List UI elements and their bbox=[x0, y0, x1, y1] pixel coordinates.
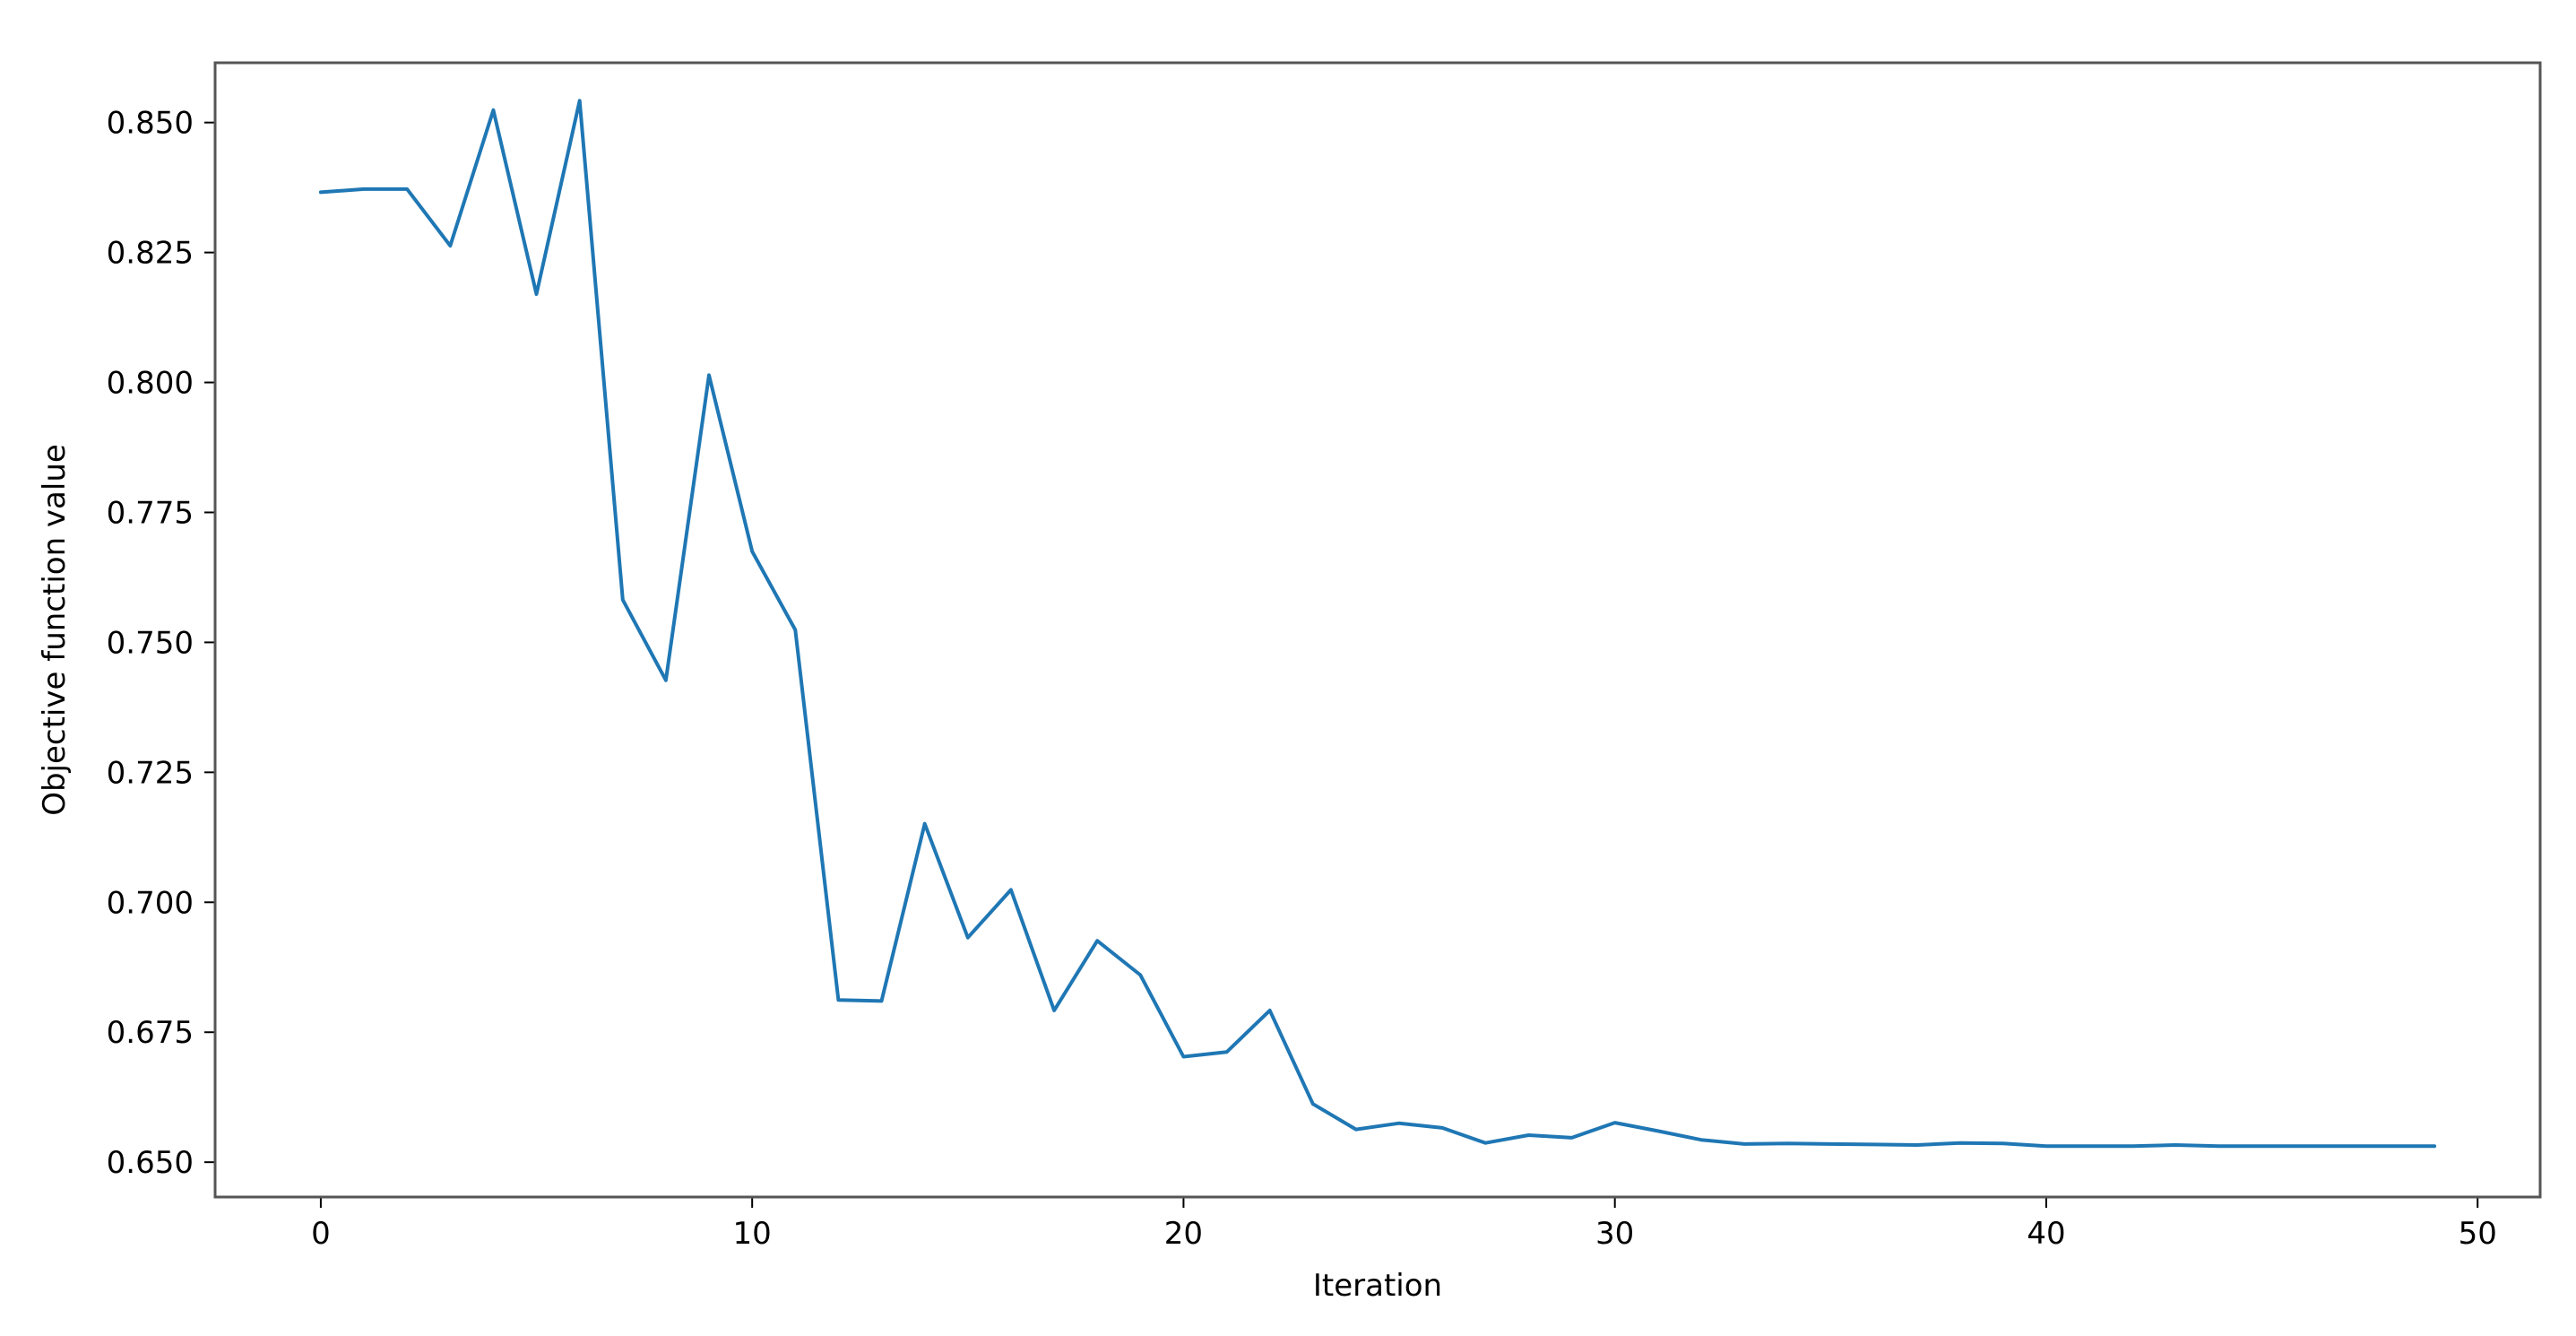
y-tick-label: 0.650 bbox=[107, 1145, 194, 1181]
y-axis-label: Objective function value bbox=[37, 444, 73, 816]
y-axis: 0.650 0.675 0.700 0.725 0.750 0.775 0.800 0.825… bbox=[107, 106, 215, 1181]
x-axis: 0 10 20 30 40 50 bbox=[311, 1197, 2497, 1252]
y-tick-label: 0.825 bbox=[107, 236, 194, 272]
y-tick-label: 0.725 bbox=[107, 755, 194, 791]
x-tick-label: 0 bbox=[311, 1216, 331, 1252]
x-tick-label: 20 bbox=[1164, 1216, 1203, 1252]
y-tick-label: 0.675 bbox=[107, 1015, 194, 1051]
y-tick-label: 0.850 bbox=[107, 106, 194, 142]
x-tick-label: 10 bbox=[733, 1216, 772, 1252]
x-axis-label: Iteration bbox=[1313, 1268, 1442, 1304]
plot-area bbox=[318, 99, 2437, 1149]
y-tick-label: 0.800 bbox=[107, 366, 194, 402]
y-tick-label: 0.775 bbox=[107, 495, 194, 531]
series-line bbox=[318, 99, 2437, 1149]
y-tick-label: 0.750 bbox=[107, 625, 194, 661]
axes-frame bbox=[213, 61, 2542, 1199]
x-tick-label: 40 bbox=[2027, 1216, 2065, 1252]
y-tick-label: 0.700 bbox=[107, 885, 194, 921]
x-tick-label: 50 bbox=[2459, 1216, 2497, 1252]
x-tick-label: 30 bbox=[1595, 1216, 1634, 1252]
